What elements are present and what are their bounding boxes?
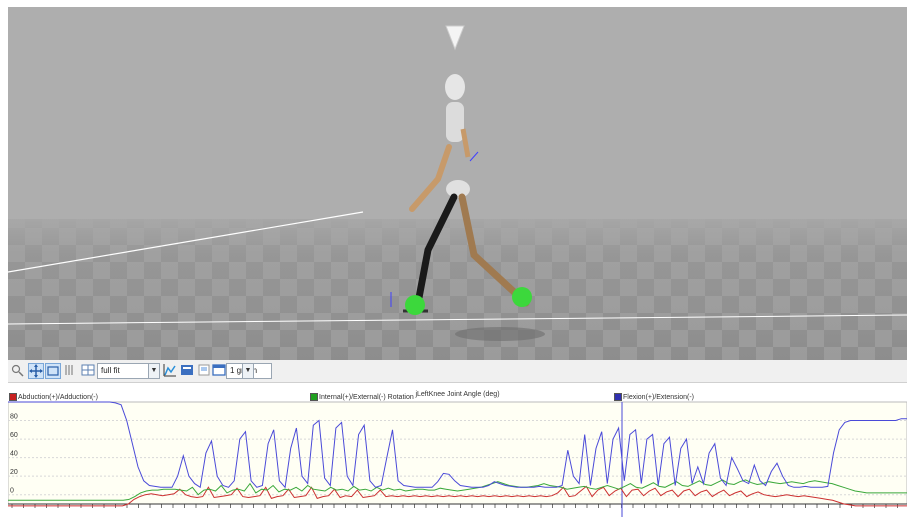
skeleton-avatar[interactable] bbox=[390, 74, 532, 315]
zoom-icon[interactable] bbox=[10, 363, 26, 379]
graph-title: jLeftKnee Joint Angle (deg) bbox=[415, 391, 500, 398]
legend-swatch bbox=[310, 393, 318, 401]
y-tick-label: 80 bbox=[10, 414, 18, 421]
legend-item-flexion: Flexion(+)/Extension(-) bbox=[614, 393, 694, 401]
floor-edge-line bbox=[8, 314, 907, 325]
series-line bbox=[8, 401, 907, 489]
chart-icon[interactable] bbox=[163, 363, 179, 379]
checker-floor bbox=[8, 219, 907, 360]
series-line bbox=[8, 485, 907, 507]
shadow bbox=[455, 327, 545, 341]
legend: jLeftKnee Joint Angle (deg) Abduction(+)… bbox=[8, 382, 907, 402]
legend-label: Flexion(+)/Extension(-) bbox=[623, 393, 694, 401]
legend-item-abduction: Abduction(+)/Adduction(-) bbox=[9, 393, 98, 401]
camera-cone-icon bbox=[445, 25, 465, 51]
graph-toolbar: full fit ▼ 1 graph ▼ bbox=[8, 360, 907, 383]
fit-mode-select[interactable]: full fit bbox=[97, 363, 149, 379]
series-line bbox=[8, 479, 907, 501]
y-tick-label: 20 bbox=[10, 469, 18, 476]
layout-icon[interactable] bbox=[81, 363, 97, 379]
pan-icon[interactable] bbox=[28, 363, 44, 379]
floor-axis-line bbox=[8, 211, 364, 273]
legend-label: Abduction(+)/Adduction(-) bbox=[18, 393, 98, 401]
joint-angle-plot[interactable]: 80 60 40 20 0 bbox=[8, 400, 907, 517]
legend-label: Internal(+)/External(-) Rotation bbox=[319, 393, 414, 401]
graph-panel: full fit ▼ 1 graph ▼ jLeftKnee Joint Ang… bbox=[8, 360, 907, 517]
y-tick-label: 60 bbox=[10, 432, 18, 439]
columns-icon[interactable] bbox=[63, 363, 79, 379]
legend-item-rotation: Internal(+)/External(-) Rotation bbox=[310, 393, 414, 401]
graph-icon[interactable] bbox=[212, 363, 228, 379]
chevron-down-icon[interactable]: ▼ bbox=[242, 363, 254, 379]
y-tick-label: 0 bbox=[10, 488, 14, 495]
fit-icon[interactable] bbox=[45, 363, 61, 379]
legend-swatch bbox=[9, 393, 17, 401]
y-tick-label: 40 bbox=[10, 451, 18, 458]
print-icon[interactable] bbox=[197, 363, 213, 379]
chevron-down-icon[interactable]: ▼ bbox=[148, 363, 160, 379]
scene bbox=[8, 7, 907, 360]
3d-viewport[interactable] bbox=[8, 7, 907, 360]
plot-area bbox=[8, 401, 907, 505]
legend-swatch bbox=[614, 393, 622, 401]
export-icon[interactable] bbox=[180, 363, 196, 379]
